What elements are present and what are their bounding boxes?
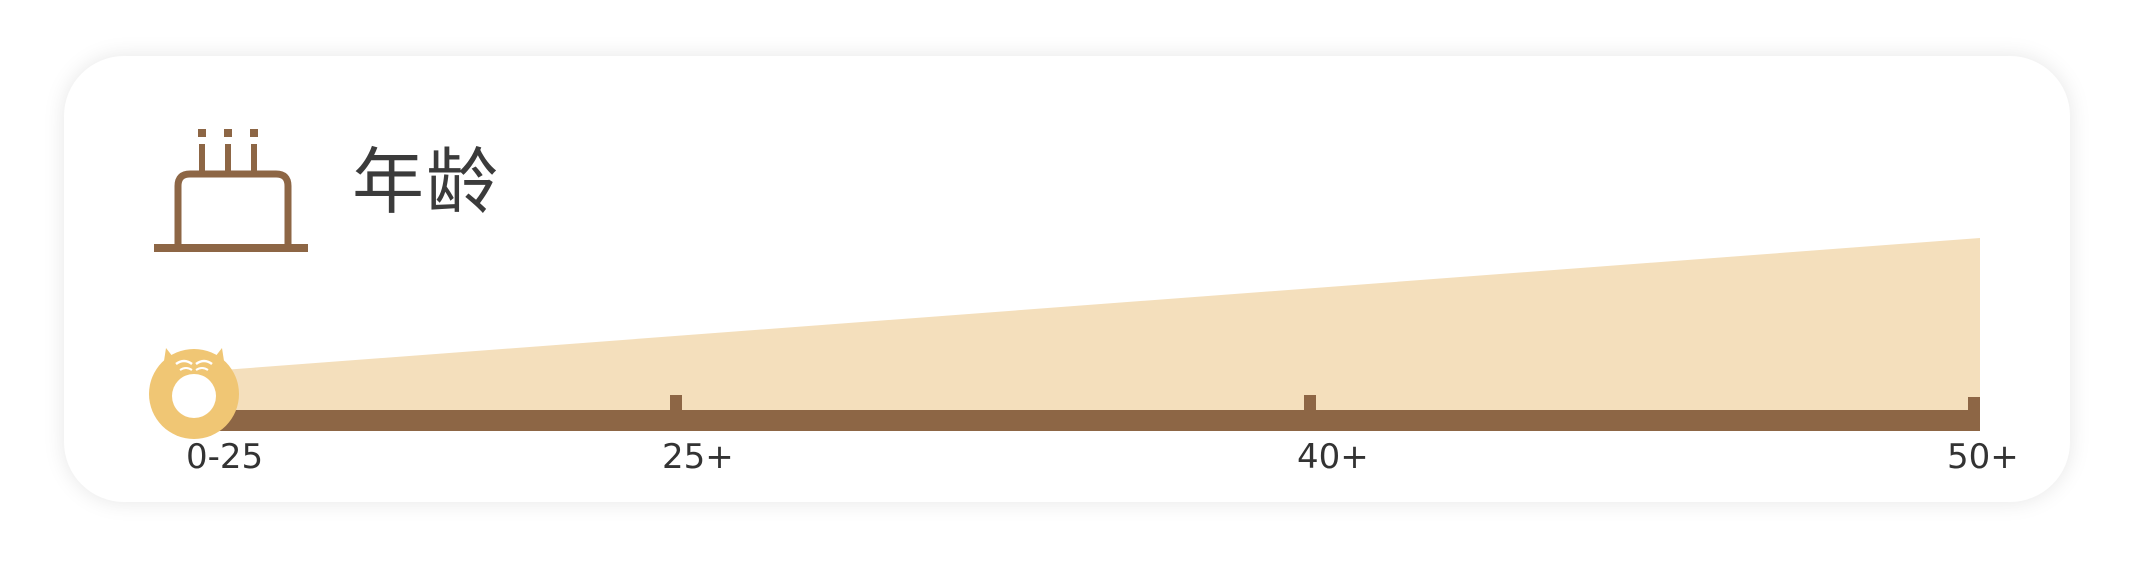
tick-mark [1968, 397, 1980, 411]
birthday-cake-icon [154, 129, 308, 252]
age-label-25-plus[interactable]: 25+ [662, 437, 734, 477]
page-title: 年龄 [352, 140, 501, 224]
age-label-40-plus[interactable]: 40+ [1297, 437, 1369, 477]
owl-handle-icon[interactable] [146, 344, 242, 440]
age-label-50-plus[interactable]: 50+ [1947, 437, 2019, 477]
tick-mark [670, 395, 682, 411]
age-label-0-25[interactable]: 0-25 [186, 437, 264, 477]
tick-mark [1304, 395, 1316, 411]
